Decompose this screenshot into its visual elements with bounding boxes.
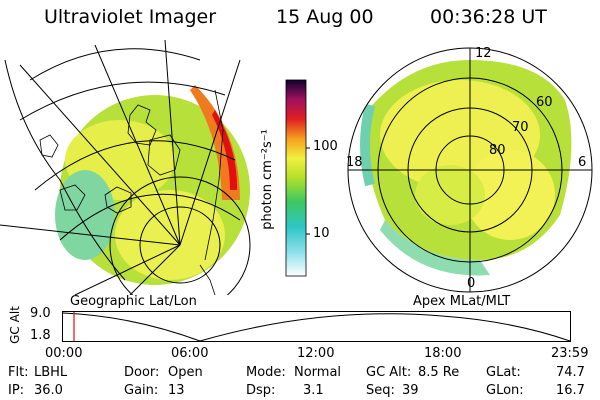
glon-label: GLon: [486,383,524,398]
altitude-xtick-0600: 06:00 [171,346,209,361]
dsp-value: 3.1 [303,383,324,398]
right-panel-caption: Apex MLat/MLT [413,294,511,309]
filter-label: Flt: [8,365,29,380]
colorbar-tick-10: 10 [313,226,330,241]
mlat-label-80: 80 [489,143,506,158]
mlt-label-6: 6 [578,155,587,170]
glon-value: 16.7 [556,383,585,398]
filter-value: LBHL [34,365,68,380]
gain-label: Gain: [124,383,159,398]
coastline-outline [39,89,224,295]
instrument-title: Ultraviolet Imager [44,6,217,28]
seq-label: Seq: [366,383,395,398]
mlt-label-0: 0 [467,276,476,291]
aurora-peak-region [212,110,238,190]
polar-plot [347,47,593,293]
mlt-label-18: 18 [346,155,363,170]
geographic-map [0,40,251,295]
altitude-ylabel: GC Alt [7,306,22,344]
image-date: 15 Aug 00 [276,6,374,28]
glat-label: GLat: [486,365,521,380]
mlat-label-60: 60 [536,95,553,110]
left-panel-caption: Geographic Lat/Lon [70,294,197,309]
gain-value: 13 [168,383,185,398]
colorbar-unit-label: photon cm⁻²s⁻¹ [259,129,275,230]
colorbar [285,79,310,277]
gcalt-label: GC Alt: [366,365,412,380]
door-value: Open [168,365,203,380]
mode-label: Mode: [246,365,286,380]
image-time: 00:36:28 UT [430,6,547,28]
seq-value: 39 [402,383,419,398]
door-label: Door: [124,365,160,380]
altitude-xtick-1800: 18:00 [424,346,462,361]
altitude-plot [62,311,571,342]
mlat-label-70: 70 [512,120,529,135]
altitude-xtick-1200: 12:00 [297,346,335,361]
altitude-xtick-2359: 23:59 [551,346,589,361]
altitude-ytick-9: 9.0 [30,306,51,321]
glat-value: 74.7 [556,365,585,380]
ip-label: IP: [8,383,25,398]
altitude-ytick-1-8: 1.8 [30,328,51,343]
altitude-xtick-0000: 00:00 [45,346,83,361]
mode-value: Normal [294,365,342,380]
colorbar-tick-100: 100 [313,139,338,154]
gcalt-value: 8.5 Re [418,365,460,380]
dsp-label: Dsp: [246,383,276,398]
mlt-label-12: 12 [475,46,492,61]
ip-value: 36.0 [34,383,63,398]
